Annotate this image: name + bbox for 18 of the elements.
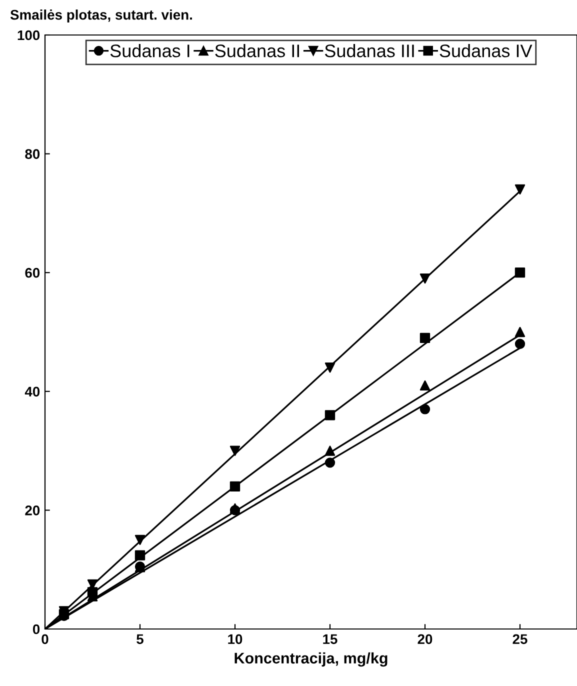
x-tick-label: 0 xyxy=(42,634,48,644)
y-tick-label: 100 xyxy=(18,30,40,40)
y-tick-label: 60 xyxy=(25,268,40,278)
legend-label: Sudanas III xyxy=(324,44,414,58)
x-tick-label: 15 xyxy=(323,634,338,644)
legend-label: Sudanas I xyxy=(110,44,190,58)
x-tick-label: 5 xyxy=(136,634,144,644)
x-tick-label: 10 xyxy=(228,634,242,644)
y-axis-title: Smailės plotas, sutart. vien. xyxy=(10,10,192,22)
legend-label: Sudanas IV xyxy=(440,44,532,58)
legend-label: Sudanas II xyxy=(215,44,300,58)
x-tick-label: 25 xyxy=(512,634,528,644)
x-tick-label: 20 xyxy=(418,634,432,644)
x-axis-title: Koncentracija, mg/kg xyxy=(234,652,388,667)
y-tick-label: 20 xyxy=(25,506,40,516)
y-tick-label: 40 xyxy=(24,386,40,397)
y-tick-label: 0 xyxy=(32,624,40,634)
y-tick-label: 80 xyxy=(25,149,40,159)
